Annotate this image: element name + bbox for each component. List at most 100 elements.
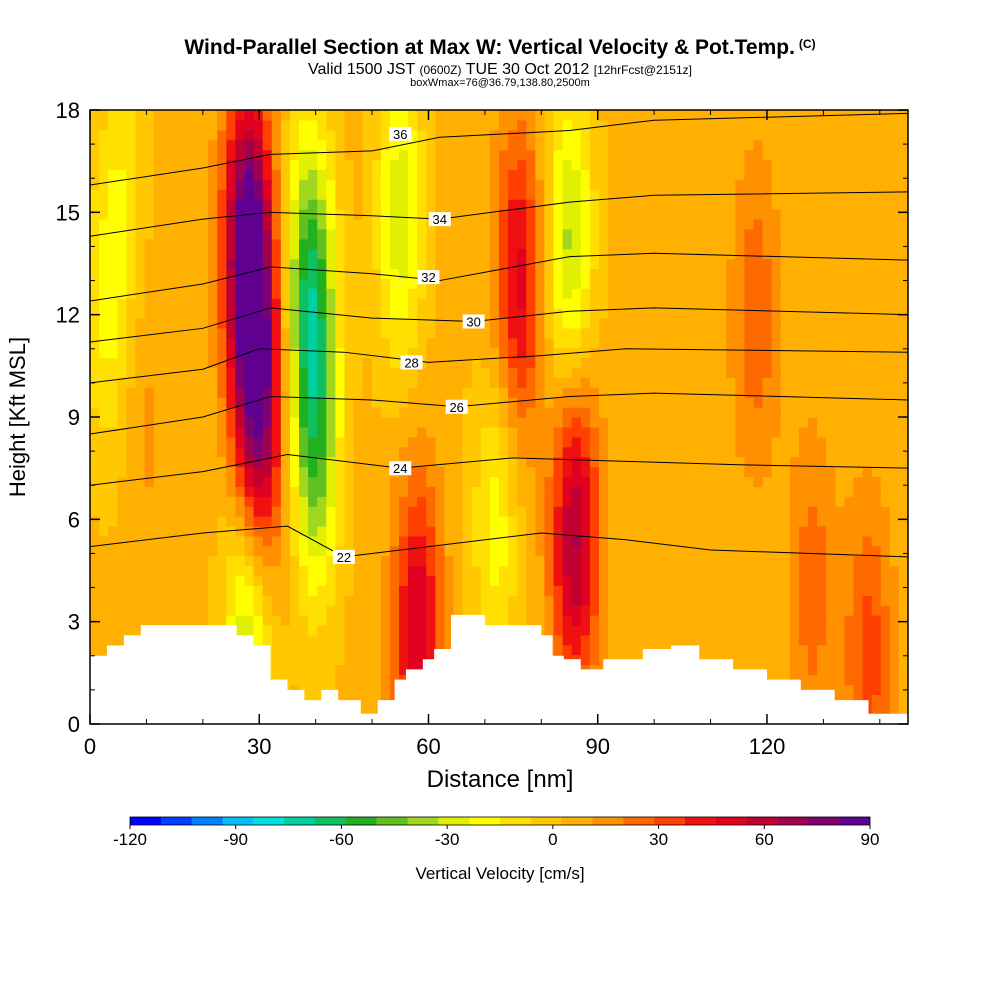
field-cell (244, 110, 255, 121)
field-cell (180, 535, 191, 547)
field-cell (753, 545, 764, 557)
field-cell (271, 199, 282, 210)
field-cell (698, 624, 709, 636)
field-cell (235, 624, 246, 636)
field-cell (635, 565, 646, 577)
field-cell (471, 565, 482, 577)
field-cell (744, 357, 755, 369)
field-cell (553, 308, 564, 319)
field-cell (744, 110, 755, 121)
field-cell (571, 407, 582, 418)
field-cell (544, 506, 555, 517)
field-cell (189, 218, 200, 230)
field-cell (480, 317, 491, 329)
field-cell (90, 199, 100, 210)
field-cell (653, 258, 664, 270)
field-cell (380, 585, 391, 596)
field-cell (335, 615, 346, 626)
field-cell (153, 288, 164, 299)
field-cell (589, 327, 600, 339)
field-cell (426, 466, 436, 478)
field-cell (153, 218, 164, 230)
field-cell (589, 426, 600, 438)
field-cell (780, 664, 791, 676)
field-cell (189, 357, 200, 369)
field-cell (162, 535, 173, 547)
field-cell (326, 377, 336, 388)
field-cell (689, 377, 700, 388)
field-cell (562, 575, 573, 586)
field-cell (362, 327, 373, 339)
field-cell (117, 317, 127, 329)
field-cell (671, 317, 682, 329)
field-cell (171, 209, 182, 220)
field-cell (371, 169, 382, 180)
field-cell (662, 456, 673, 468)
field-cell (244, 506, 255, 517)
field-cell (608, 179, 618, 190)
field-cell (708, 179, 718, 190)
field-cell (208, 535, 218, 547)
field-cell (617, 357, 627, 369)
field-cell (817, 486, 827, 497)
field-cell (199, 367, 209, 378)
field-cell (289, 476, 300, 487)
field-cell (480, 595, 491, 606)
field-cell (117, 565, 127, 577)
field-cell (480, 337, 491, 349)
field-cell (708, 129, 718, 141)
field-cell (771, 397, 782, 408)
field-cell (662, 417, 673, 428)
field-cell (289, 446, 300, 458)
field-cell (162, 585, 173, 596)
field-cell (489, 516, 500, 527)
field-cell (226, 238, 237, 250)
field-cell (289, 199, 300, 210)
field-cell (598, 337, 609, 349)
field-cell (380, 298, 391, 309)
field-cell (617, 545, 627, 557)
field-cell (680, 516, 691, 527)
field-cell (462, 189, 473, 200)
field-cell (535, 456, 546, 468)
field-cell (717, 615, 727, 626)
field-cell (535, 476, 546, 487)
field-cell (589, 218, 600, 230)
field-cell (771, 407, 782, 418)
field-cell (308, 278, 318, 289)
field-cell (171, 397, 182, 408)
field-cell (117, 288, 127, 299)
field-cell (326, 476, 336, 487)
field-cell (580, 159, 591, 171)
field-cell (808, 119, 818, 131)
field-cell (708, 387, 718, 398)
field-cell (744, 525, 755, 537)
field-cell (644, 466, 655, 478)
field-cell (508, 119, 518, 131)
field-cell (480, 110, 491, 121)
field-cell (808, 258, 818, 270)
field-cell (517, 129, 527, 141)
field-cell (608, 169, 618, 180)
field-cell (208, 496, 218, 507)
field-cell (226, 149, 237, 161)
field-cell (90, 466, 100, 478)
field-cell (253, 268, 264, 279)
field-cell (271, 169, 282, 180)
field-cell (417, 308, 427, 319)
field-cell (580, 466, 591, 478)
field-cell (626, 199, 636, 210)
field-cell (344, 634, 355, 646)
field-cell (808, 110, 818, 121)
field-cell (508, 555, 518, 567)
field-cell (226, 545, 237, 557)
field-cell (771, 585, 782, 596)
field-cell (526, 179, 536, 190)
field-cell (589, 189, 600, 200)
field-cell (571, 327, 582, 339)
field-cell (335, 248, 346, 260)
field-cell (608, 357, 618, 369)
field-cell (480, 585, 491, 596)
field-cell (598, 525, 609, 537)
field-cell (180, 228, 191, 240)
